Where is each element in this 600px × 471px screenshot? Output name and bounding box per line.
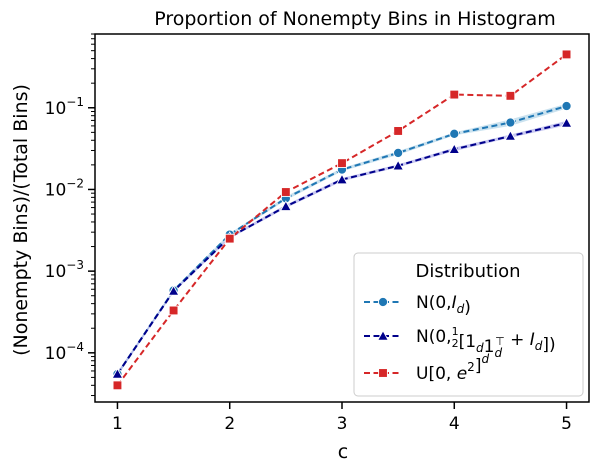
y-tick-label-1: 10−3 (45, 258, 84, 282)
legend-marker-1 (377, 329, 389, 341)
x-tick-label-2: 3 (337, 414, 348, 434)
legend-marker-0 (377, 296, 389, 308)
data-point-s2-4 (337, 158, 347, 168)
data-point-s2-0 (112, 380, 123, 391)
data-point-s2-1 (168, 305, 179, 316)
y-axis-label: (Nonempty Bins)/(Total Bins) (10, 84, 32, 356)
data-point-s0-8 (561, 100, 572, 112)
chart-title: Proportion of Nonempty Bins in Histogram (154, 8, 556, 30)
y-tick-label-0: 10−4 (45, 340, 84, 364)
data-point-s1-8 (560, 116, 573, 128)
data-point-s2-2 (224, 233, 235, 244)
data-point-s2-8 (561, 49, 572, 60)
y-tick-label-3: 10−1 (45, 95, 84, 119)
data-point-s0-7 (505, 117, 516, 128)
data-point-s1-3 (279, 200, 292, 212)
legend-label-1: N(0,1 2[1d1d⊤ + Id]) (416, 325, 556, 360)
legend-entries: N(0,Id) N(0,1 2[1d1d⊤ + Id])U[0, e2]d (364, 293, 556, 384)
x-tick-label-4: 5 (561, 414, 572, 434)
data-point-s2-7 (505, 90, 516, 101)
data-point-s2-6 (449, 89, 460, 100)
legend: Distribution N(0,Id) N(0,1 2[1d1d⊤ + Id])U… (353, 252, 584, 397)
data-point-s1-1 (167, 284, 180, 296)
legend-marker-2 (378, 368, 388, 378)
x-axis-label: c (338, 441, 348, 463)
data-point-s2-3 (281, 187, 291, 197)
legend-label-2: U[0, e2]d (416, 352, 489, 384)
legend-label-0: N(0,Id) (416, 293, 471, 318)
data-point-s1-6 (448, 143, 461, 154)
data-point-s0-5 (393, 147, 404, 158)
legend-title: Distribution (415, 261, 520, 282)
series-line-2 (116, 53, 568, 386)
x-tick-label-1: 2 (224, 414, 235, 434)
x-tick-label-3: 4 (449, 414, 460, 434)
data-point-s0-6 (449, 128, 460, 139)
y-tick-label-2: 10−2 (45, 176, 84, 200)
legend-frame (353, 252, 584, 397)
data-point-s1-0 (111, 367, 124, 379)
x-tick-label-0: 1 (112, 414, 123, 434)
data-point-s1-5 (392, 159, 405, 171)
data-point-s1-7 (504, 129, 517, 141)
data-point-s2-5 (393, 126, 403, 136)
data-point-s1-4 (336, 173, 348, 185)
